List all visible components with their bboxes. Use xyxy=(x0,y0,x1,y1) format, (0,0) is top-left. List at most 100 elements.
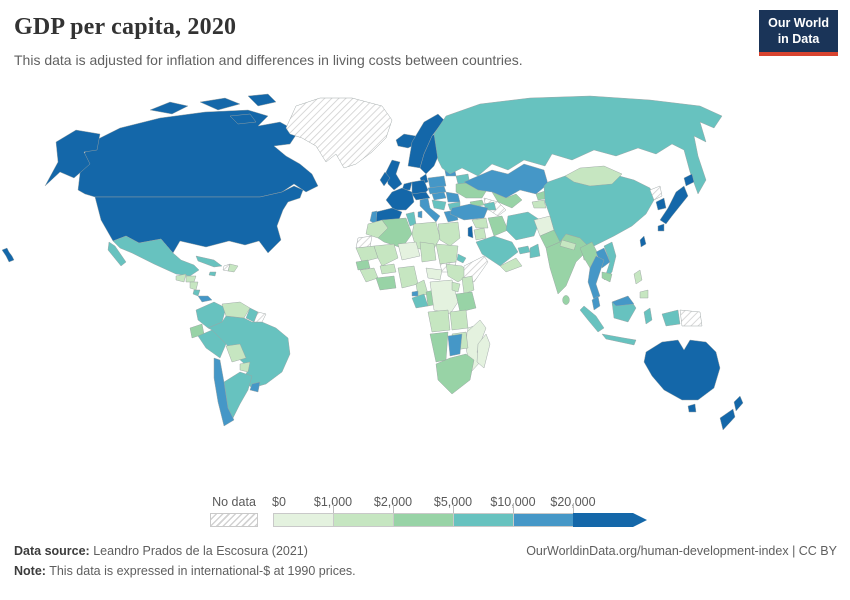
owid-link[interactable]: OurWorldinData.org/human-development-ind… xyxy=(526,544,837,558)
country-dominican-republic[interactable] xyxy=(227,263,239,273)
country-honduras[interactable] xyxy=(185,275,197,283)
country-senegal[interactable] xyxy=(355,259,371,271)
country-oman[interactable] xyxy=(529,243,541,259)
country-ivory-coast-ghana[interactable] xyxy=(375,275,397,291)
country-australia[interactable] xyxy=(643,339,721,401)
country-angola[interactable] xyxy=(427,309,451,333)
legend-bin-0[interactable] xyxy=(273,513,333,527)
country-ireland[interactable] xyxy=(379,171,391,187)
country-western-sahara[interactable] xyxy=(355,235,373,249)
country-bolivia[interactable] xyxy=(225,343,247,363)
country-cuba[interactable] xyxy=(195,255,223,268)
country-nepal[interactable] xyxy=(559,239,577,251)
country-botswana[interactable] xyxy=(447,333,463,357)
country-japan[interactable] xyxy=(683,173,695,187)
country-iran[interactable] xyxy=(505,211,541,241)
country-canada-arctic[interactable] xyxy=(247,93,277,107)
legend-color-bar[interactable] xyxy=(273,513,647,527)
country-chile[interactable] xyxy=(213,357,235,427)
country-israel[interactable] xyxy=(467,225,474,239)
country-usa-alaska[interactable] xyxy=(44,129,101,187)
country-benelux[interactable] xyxy=(401,181,413,191)
country-new-zealand[interactable] xyxy=(719,408,736,431)
country-syria[interactable] xyxy=(471,217,489,229)
country-kenya[interactable] xyxy=(461,275,475,295)
country-zambia[interactable] xyxy=(449,309,469,331)
country-central-african-republic[interactable] xyxy=(425,267,443,281)
country-tanzania[interactable] xyxy=(455,291,477,313)
country-madagascar[interactable] xyxy=(476,333,491,369)
country-jamaica[interactable] xyxy=(208,271,217,277)
country-burkina-faso[interactable] xyxy=(379,263,397,275)
country-balkans[interactable] xyxy=(431,199,447,211)
country-indonesia-papua[interactable] xyxy=(661,309,681,327)
legend-bin-5[interactable] xyxy=(573,513,647,527)
country-chad[interactable] xyxy=(419,241,437,263)
country-saudi-arabia[interactable] xyxy=(475,235,519,267)
legend-bin-2[interactable] xyxy=(393,513,453,527)
country-mexico-baja[interactable] xyxy=(107,241,127,267)
country-malaysia[interactable] xyxy=(591,295,601,311)
country-vietnam[interactable] xyxy=(603,241,617,281)
country-mali[interactable] xyxy=(373,243,399,267)
country-nigeria[interactable] xyxy=(397,265,419,289)
country-uk[interactable] xyxy=(385,159,403,191)
country-panama[interactable] xyxy=(197,295,213,303)
country-south-korea[interactable] xyxy=(655,197,667,211)
country-japan[interactable] xyxy=(659,185,689,225)
country-russia[interactable] xyxy=(433,95,723,195)
country-japan[interactable] xyxy=(657,223,665,232)
country-turkey[interactable] xyxy=(449,203,489,221)
country-greenland[interactable] xyxy=(285,97,393,169)
legend-no-data-swatch[interactable] xyxy=(210,513,258,527)
country-mongolia[interactable] xyxy=(564,165,623,187)
country-iraq[interactable] xyxy=(487,215,509,237)
country-france[interactable] xyxy=(385,187,415,211)
country-nicaragua[interactable] xyxy=(189,281,199,291)
country-canada-arctic[interactable] xyxy=(199,97,241,111)
country-drc[interactable] xyxy=(429,279,459,315)
country-taiwan[interactable] xyxy=(639,235,647,248)
country-equatorial-guinea[interactable] xyxy=(411,290,419,297)
country-tajikistan[interactable] xyxy=(531,199,547,209)
country-canada-arctic[interactable] xyxy=(229,113,257,125)
country-north-korea[interactable] xyxy=(649,185,663,201)
country-jordan[interactable] xyxy=(473,227,487,241)
country-philippines[interactable] xyxy=(639,289,649,299)
country-guinea[interactable] xyxy=(359,267,379,283)
country-paraguay[interactable] xyxy=(239,361,251,373)
country-usa-hawaii[interactable] xyxy=(1,247,15,263)
country-sudan[interactable] xyxy=(435,243,459,265)
country-cambodia[interactable] xyxy=(601,271,613,283)
owid-logo[interactable]: Our World in Data xyxy=(759,10,838,57)
country-niger[interactable] xyxy=(397,241,421,261)
country-canada-arctic[interactable] xyxy=(149,101,189,115)
country-indonesia-java[interactable] xyxy=(601,333,637,346)
country-indonesia-sulawesi[interactable] xyxy=(643,307,653,325)
country-italy-sardinia[interactable] xyxy=(417,210,423,219)
country-suriname[interactable] xyxy=(253,311,267,323)
country-egypt[interactable] xyxy=(437,221,461,247)
country-sri-lanka[interactable] xyxy=(562,295,570,305)
country-canada[interactable] xyxy=(77,109,319,198)
country-mexico[interactable] xyxy=(112,235,200,277)
country-venezuela[interactable] xyxy=(221,301,251,319)
country-australia-tasmania[interactable] xyxy=(687,403,697,413)
country-hungary[interactable] xyxy=(431,191,447,201)
country-papua-new-guinea[interactable] xyxy=(679,309,703,327)
country-eritrea[interactable] xyxy=(456,253,467,264)
country-peru[interactable] xyxy=(197,329,227,359)
country-malaysia-borneo[interactable] xyxy=(611,295,635,307)
country-switzerland-austria[interactable] xyxy=(411,191,431,201)
country-italy[interactable] xyxy=(419,197,441,223)
country-romania[interactable] xyxy=(445,191,461,203)
country-yemen[interactable] xyxy=(499,257,523,273)
country-uae-qatar[interactable] xyxy=(517,245,531,255)
country-indonesia-sumatra[interactable] xyxy=(579,305,605,333)
country-poland[interactable] xyxy=(427,175,447,189)
country-thailand[interactable] xyxy=(587,255,605,301)
country-new-zealand[interactable] xyxy=(733,395,744,412)
country-namibia[interactable] xyxy=(429,331,449,363)
legend-bin-1[interactable] xyxy=(333,513,393,527)
country-south-africa[interactable] xyxy=(435,353,475,395)
